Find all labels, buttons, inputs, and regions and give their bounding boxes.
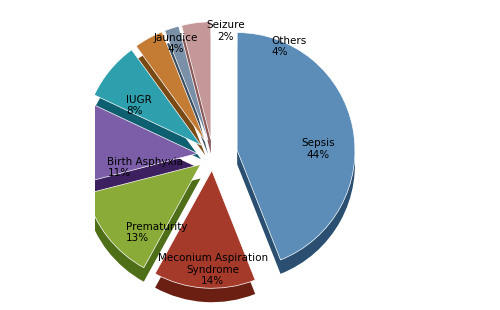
Wedge shape	[237, 33, 355, 260]
Text: IUGR
8%: IUGR 8%	[126, 95, 152, 116]
Text: Seizure
2%: Seizure 2%	[206, 20, 244, 42]
Wedge shape	[136, 32, 205, 141]
Text: Prematurity
13%: Prematurity 13%	[126, 222, 188, 243]
Wedge shape	[164, 26, 208, 140]
Wedge shape	[136, 46, 205, 155]
Wedge shape	[94, 64, 201, 159]
Wedge shape	[155, 170, 255, 288]
Wedge shape	[80, 117, 198, 197]
Wedge shape	[182, 22, 211, 140]
Wedge shape	[80, 103, 198, 183]
Wedge shape	[237, 46, 355, 274]
Wedge shape	[155, 184, 255, 302]
Text: Birth Asphyxia
11%: Birth Asphyxia 11%	[108, 157, 184, 178]
Text: Jaundice
4%: Jaundice 4%	[154, 33, 198, 54]
Wedge shape	[86, 165, 200, 268]
Text: Others
4%: Others 4%	[272, 36, 307, 57]
Wedge shape	[164, 40, 208, 154]
Wedge shape	[94, 50, 201, 145]
Wedge shape	[86, 179, 200, 282]
Text: Sepsis
44%: Sepsis 44%	[302, 138, 335, 160]
Text: Meconium Aspiration
Syndrome
14%: Meconium Aspiration Syndrome 14%	[158, 253, 268, 286]
Wedge shape	[182, 36, 211, 153]
